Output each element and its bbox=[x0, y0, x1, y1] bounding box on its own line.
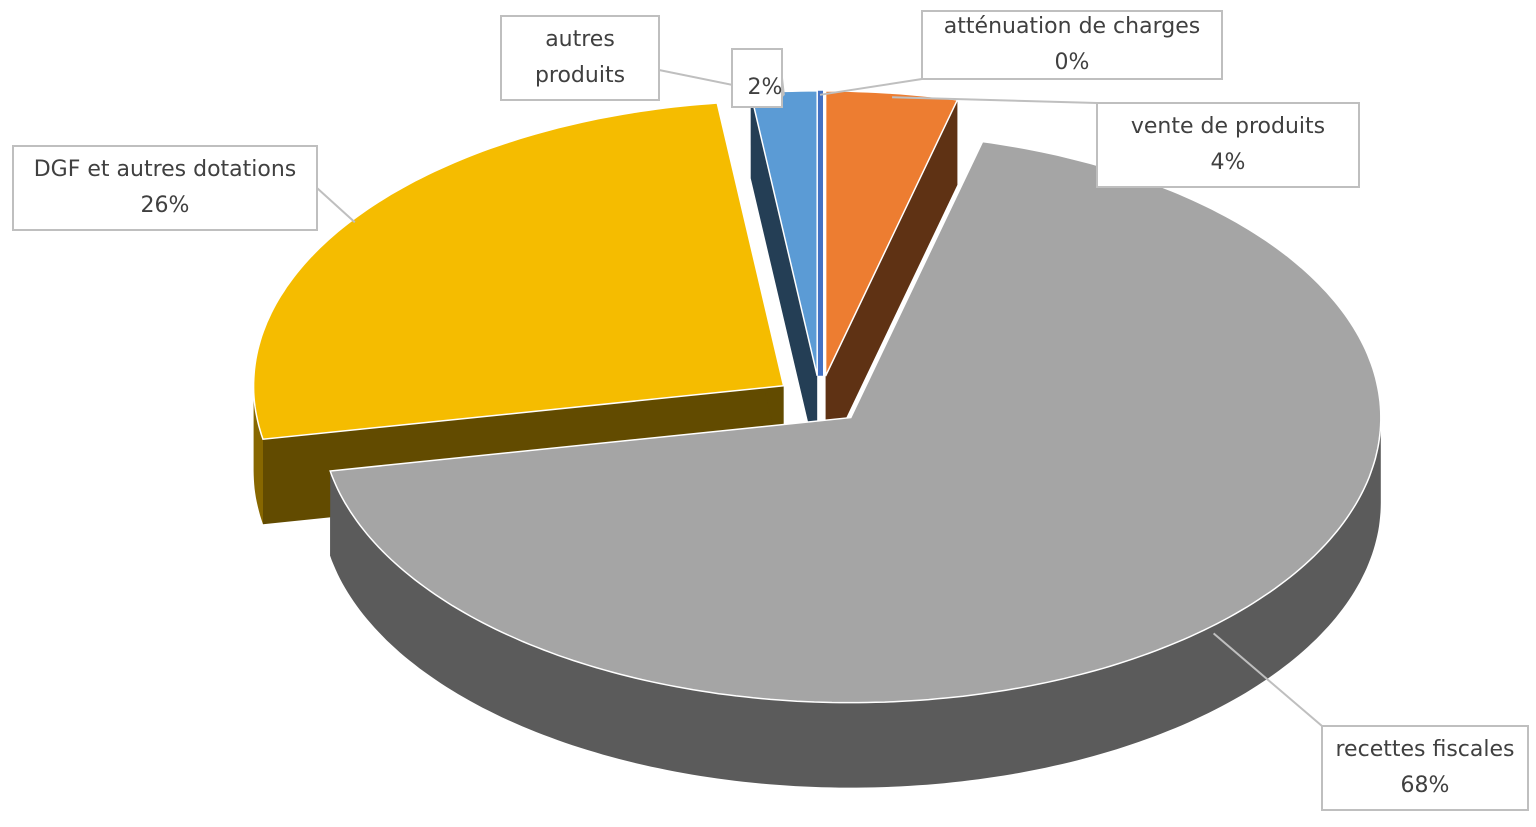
value-label: 26% bbox=[141, 193, 190, 218]
label-box bbox=[500, 15, 660, 101]
slice bbox=[329, 140, 1382, 704]
leader-line bbox=[819, 78, 923, 96]
slice-wall bbox=[253, 385, 263, 525]
data-labels: atténuation de charges 0% vente de produit… bbox=[12, 10, 1529, 811]
category-label: autres produits bbox=[535, 27, 625, 88]
value-label: 0% bbox=[1055, 50, 1090, 75]
label-box bbox=[921, 10, 1223, 80]
value-label: 2% bbox=[748, 75, 783, 100]
category-label: DGF et autres dotations bbox=[34, 157, 297, 182]
value-label: 4% bbox=[1211, 150, 1246, 175]
leader-line bbox=[1212, 632, 1323, 727]
category-label: vente de produits bbox=[1131, 114, 1325, 139]
slice-wall bbox=[330, 417, 1381, 788]
label-box bbox=[1096, 102, 1360, 188]
slice-side bbox=[750, 93, 818, 461]
label-box bbox=[1321, 725, 1529, 811]
category-label: atténuation de charges bbox=[944, 14, 1200, 39]
slice bbox=[252, 102, 785, 441]
pie-tops bbox=[252, 90, 1382, 704]
leader-line bbox=[316, 187, 356, 223]
label-box bbox=[731, 48, 783, 108]
value-label: 68% bbox=[1401, 773, 1450, 798]
leader-line bbox=[892, 96, 1098, 104]
label-box bbox=[12, 145, 318, 231]
slice-side bbox=[825, 99, 958, 462]
category-label: recettes fiscales bbox=[1336, 737, 1515, 762]
